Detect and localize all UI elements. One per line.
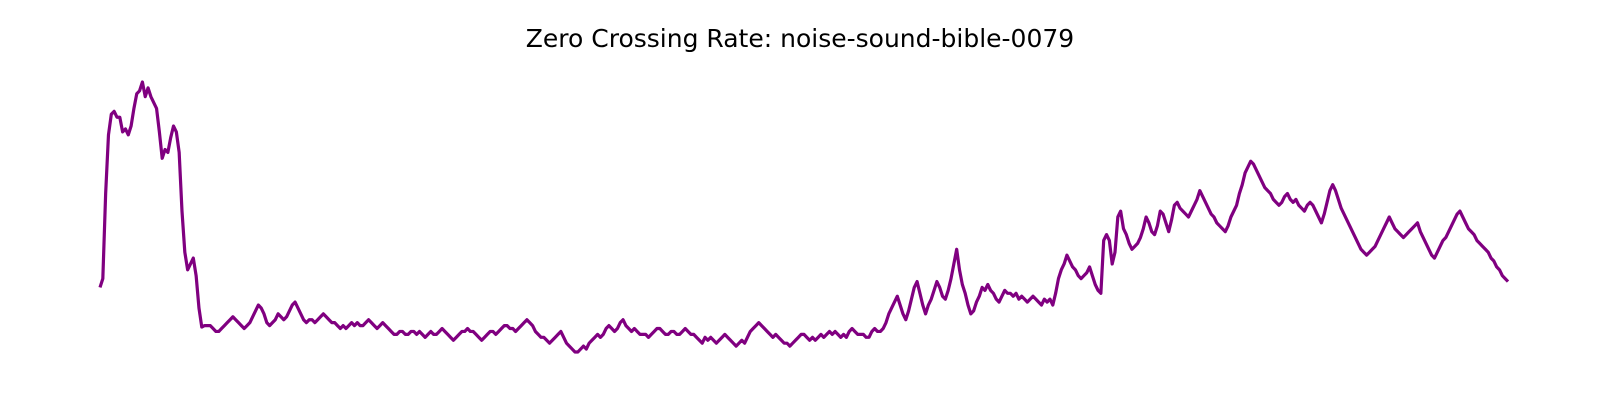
chart-title: Zero Crossing Rate: noise-sound-bible-00… [525,24,1075,53]
zcr-series-line [98,80,1510,354]
